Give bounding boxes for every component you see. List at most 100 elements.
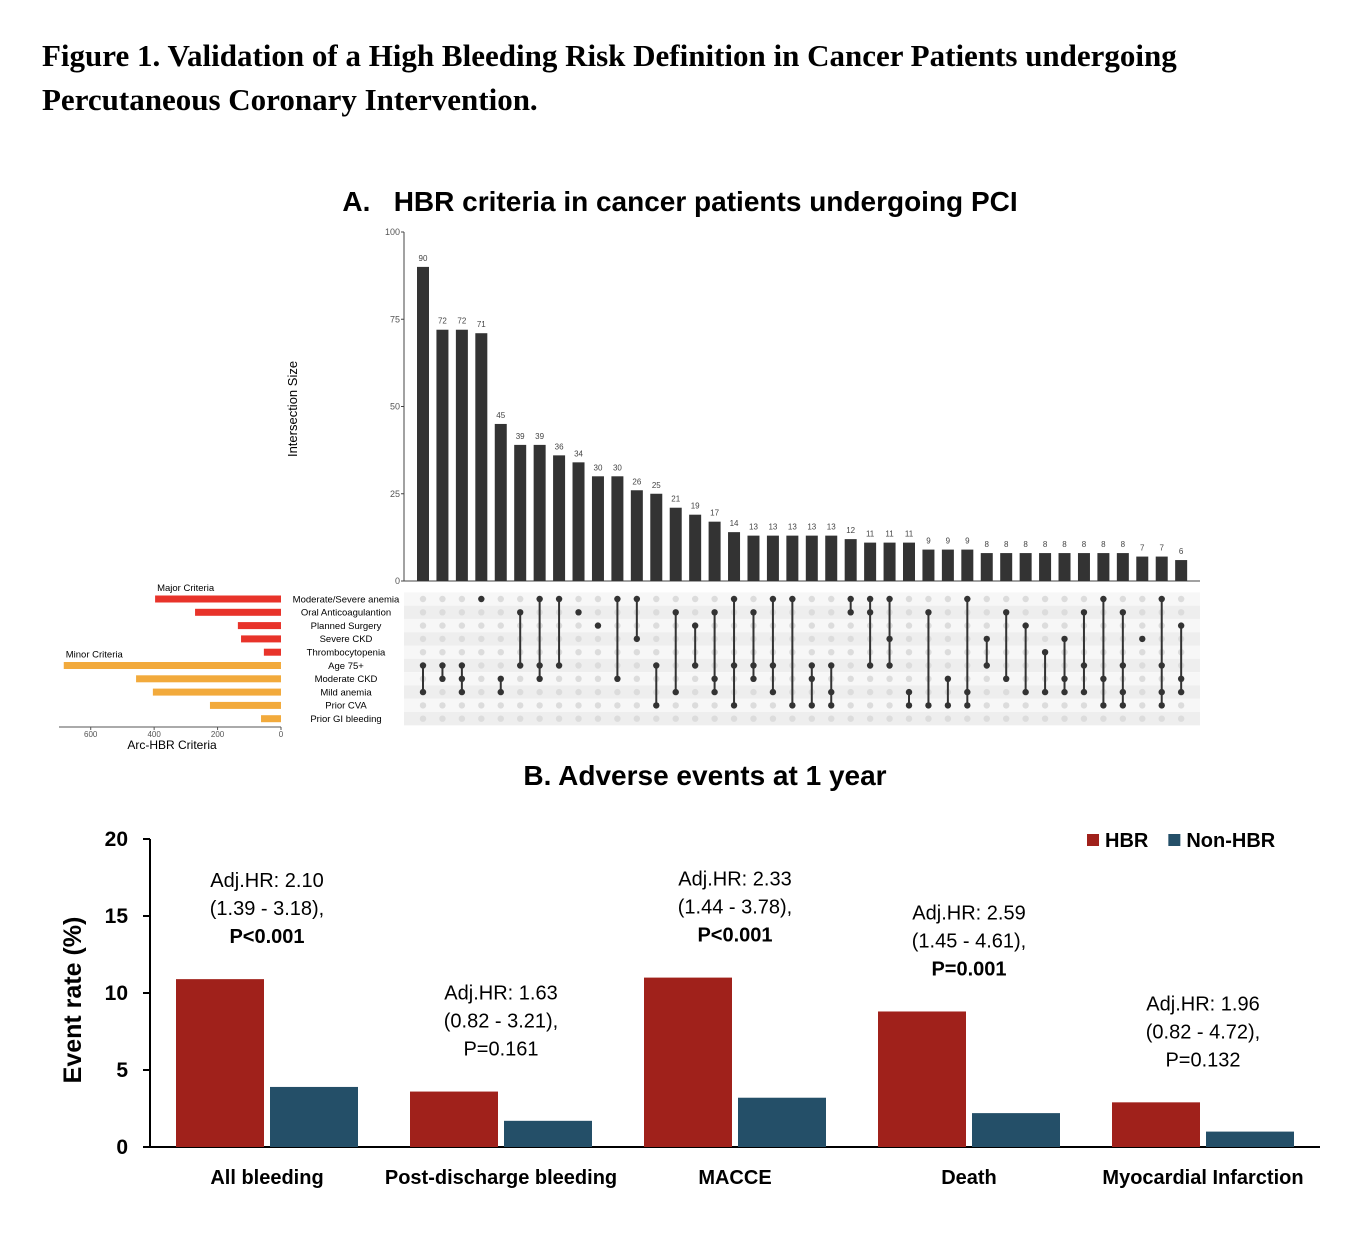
matrix-dot-empty	[944, 715, 952, 722]
set-label: Age 75+	[328, 661, 364, 672]
matrix-dot-empty	[614, 702, 621, 709]
set-x-tick-label: 200	[211, 730, 225, 739]
matrix-dot	[866, 609, 874, 616]
bar	[1175, 560, 1188, 581]
matrix-dot	[1158, 702, 1165, 709]
matrix-dot	[1022, 688, 1029, 696]
matrix-dot-empty	[672, 595, 679, 603]
matrix-dot-empty	[458, 715, 466, 722]
bar-value-label: 11	[885, 530, 894, 539]
matrix-dot-empty	[1119, 715, 1127, 722]
bar	[728, 532, 741, 581]
matrix-dot-empty	[594, 675, 602, 682]
matrix-dot-empty	[769, 702, 777, 709]
bar-value-label: 30	[594, 463, 603, 472]
matrix-dot	[517, 609, 524, 616]
matrix-dot-empty	[497, 609, 504, 616]
matrix-dot	[1041, 649, 1049, 656]
matrix-dot-empty	[672, 702, 679, 709]
matrix-dot-empty	[983, 715, 990, 722]
matrix-dot-empty	[594, 688, 602, 696]
matrix-dot	[536, 595, 543, 603]
set-x-tick-label: 600	[84, 730, 98, 739]
matrix-dot	[458, 675, 466, 682]
matrix-dot	[458, 662, 466, 669]
matrix-dot-empty	[750, 688, 757, 696]
matrix-dot-empty	[439, 635, 446, 643]
matrix-dot-empty	[419, 595, 427, 603]
bar	[410, 1091, 498, 1147]
matrix-dot-empty	[1080, 595, 1088, 603]
matrix-dot	[536, 662, 543, 669]
matrix-dot	[575, 609, 582, 616]
matrix-dot	[750, 609, 757, 616]
bar-value-label: 8	[1023, 540, 1028, 549]
matrix-dot-empty	[866, 688, 874, 696]
matrix-dot	[886, 662, 893, 669]
matrix-dot-empty	[458, 609, 466, 616]
matrix-dot-empty	[1041, 609, 1049, 616]
set-label: Oral Anticoagulantion	[301, 608, 391, 619]
y-tick-label: 15	[105, 905, 129, 928]
bar	[903, 542, 915, 581]
bar	[941, 549, 954, 581]
matrix-dot-empty	[828, 595, 835, 603]
bar-value-label: 9	[946, 537, 951, 546]
matrix-dot-empty	[439, 715, 446, 722]
matrix-stripe	[404, 685, 1200, 699]
matrix-dot	[1119, 702, 1127, 709]
matrix-dot	[828, 662, 835, 669]
bar	[504, 1120, 592, 1147]
matrix-dot-empty	[983, 688, 990, 696]
matrix-dot-empty	[1003, 715, 1010, 722]
y-axis-label: Intersection Size	[285, 361, 300, 457]
set-size-bar	[241, 635, 281, 643]
bar-value-label: 26	[632, 477, 641, 486]
bar-value-label: 13	[768, 523, 777, 532]
matrix-dot-empty	[458, 702, 466, 709]
matrix-dot-empty	[594, 702, 602, 709]
matrix-dot-empty	[575, 635, 582, 643]
matrix-dot-empty	[575, 595, 582, 603]
matrix-dot-empty	[478, 715, 485, 722]
matrix-dot	[517, 662, 524, 669]
matrix-dot-empty	[517, 688, 524, 696]
matrix-dot	[1061, 688, 1068, 696]
matrix-dot-empty	[905, 675, 913, 682]
matrix-dot-empty	[1139, 662, 1146, 669]
matrix-dot-empty	[1003, 688, 1010, 696]
matrix-dot	[769, 688, 777, 696]
matrix-dot-empty	[497, 635, 504, 643]
matrix-dot-empty	[808, 715, 815, 722]
matrix-dot-empty	[847, 662, 854, 669]
matrix-dot	[730, 702, 738, 709]
matrix-dot-empty	[1177, 702, 1185, 709]
matrix-dot	[672, 688, 679, 696]
matrix-dot	[497, 675, 504, 682]
matrix-dot-empty	[847, 622, 854, 629]
matrix-dot-empty	[691, 688, 699, 696]
bar	[844, 539, 857, 581]
matrix-dot	[711, 675, 718, 682]
matrix-dot	[1003, 675, 1010, 682]
matrix-dot-empty	[653, 595, 660, 603]
bar	[1116, 553, 1129, 581]
bar	[533, 444, 546, 581]
matrix-dot-empty	[575, 622, 582, 629]
matrix-dot-empty	[886, 702, 893, 709]
matrix-dot-empty	[944, 622, 952, 629]
legend-swatch	[1087, 834, 1099, 846]
matrix-dot-empty	[594, 715, 602, 722]
annotation: (0.82 - 3.21),	[444, 1011, 559, 1033]
matrix-dot	[555, 595, 563, 603]
bar-value-label: 90	[419, 254, 428, 263]
matrix-dot	[614, 675, 621, 682]
matrix-dot-empty	[419, 622, 427, 629]
matrix-dot-empty	[633, 662, 641, 669]
matrix-dot-empty	[691, 595, 699, 603]
bar	[878, 1011, 966, 1147]
annotation: Adj.HR: 2.33	[678, 869, 791, 891]
matrix-dot-empty	[536, 702, 543, 709]
matrix-dot	[1119, 662, 1127, 669]
matrix-dot-empty	[828, 635, 835, 643]
